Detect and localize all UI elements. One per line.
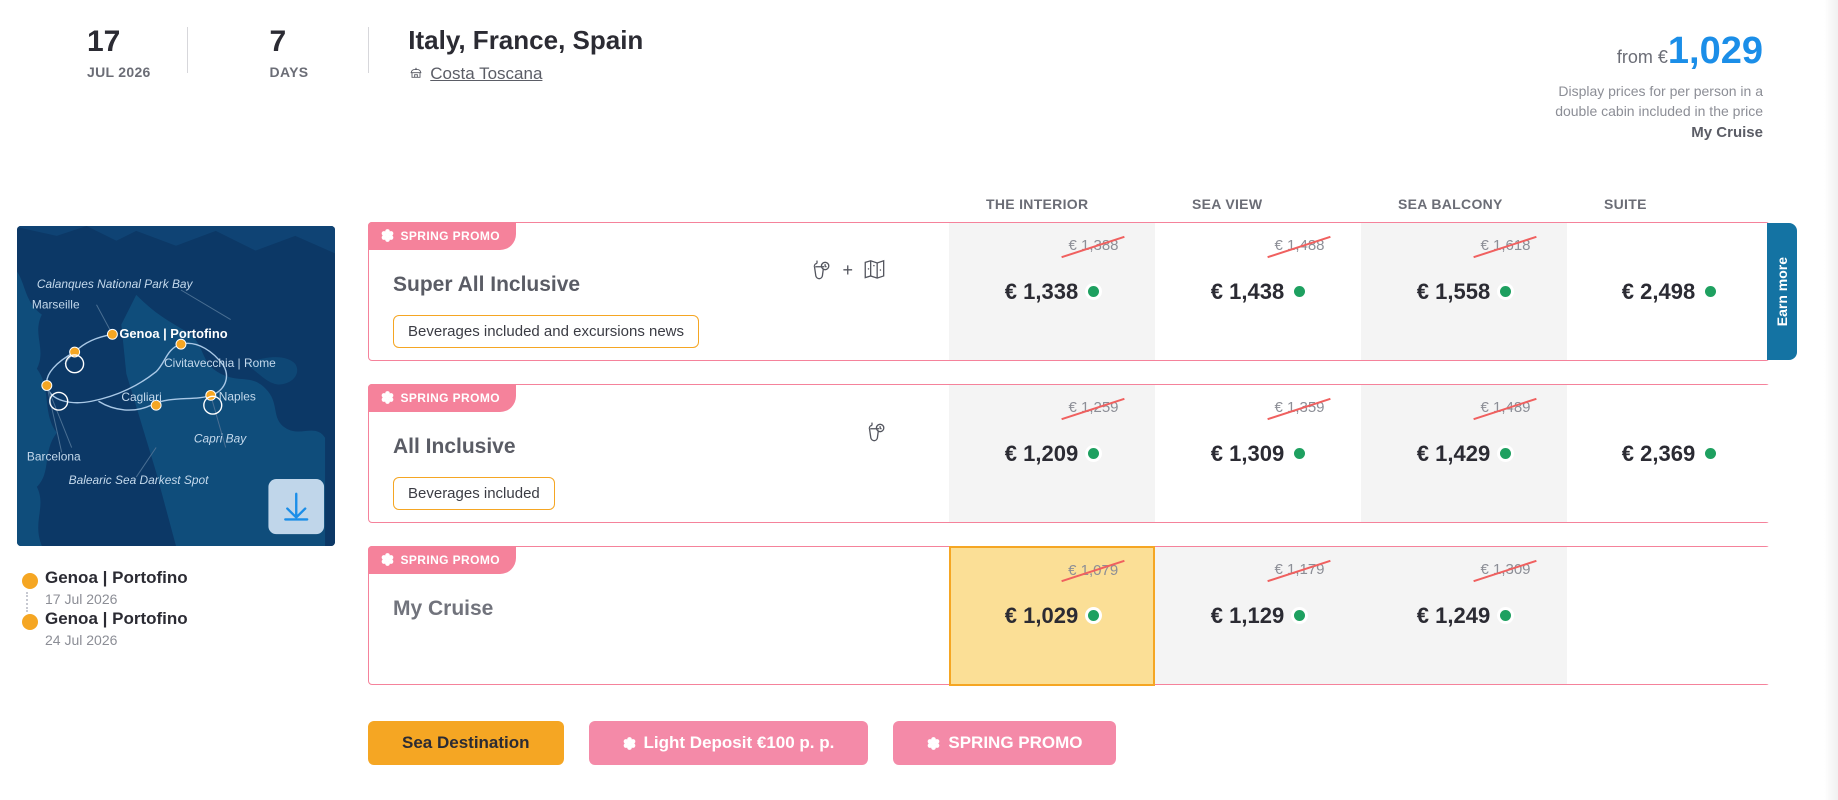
- svg-text:Marseille: Marseille: [32, 298, 80, 312]
- svg-text:Civitavecchia | Rome: Civitavecchia | Rome: [164, 356, 276, 370]
- svg-text:Balearic Sea Darkest Spot: Balearic Sea Darkest Spot: [69, 473, 209, 487]
- svg-text:Cagliari: Cagliari: [121, 390, 161, 404]
- svg-text:Barcelona: Barcelona: [27, 449, 81, 463]
- svg-text:Naples: Naples: [219, 389, 256, 403]
- svg-text:Calanques National Park Bay: Calanques National Park Bay: [37, 277, 194, 291]
- svg-text:Capri Bay: Capri Bay: [194, 432, 247, 446]
- svg-text:Genoa | Portofino: Genoa | Portofino: [119, 326, 227, 341]
